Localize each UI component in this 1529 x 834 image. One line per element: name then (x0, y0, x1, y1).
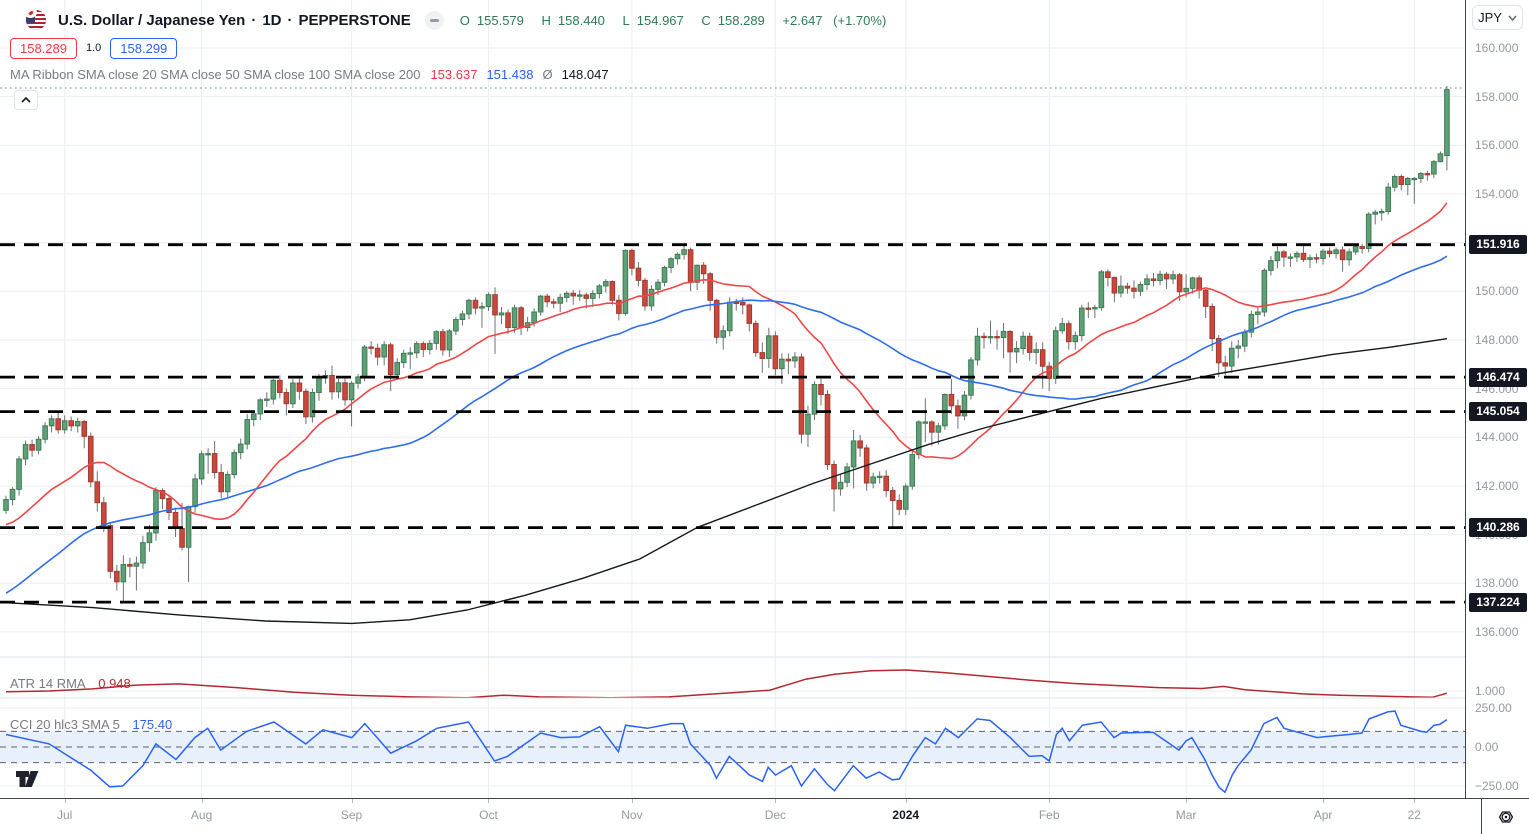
time-axis-label: Jul (57, 808, 73, 822)
price-axis-label: 158.000 (1475, 89, 1519, 104)
sma20-value: 153.637 (430, 66, 478, 82)
time-axis-tick (1323, 799, 1325, 803)
cci-axis-label: 0.00 (1475, 740, 1499, 754)
cci-axis-label: 250.00 (1475, 701, 1512, 715)
time-axis-tick (905, 799, 907, 803)
time-axis-tick (1186, 799, 1188, 803)
time-axis-label: Oct (479, 808, 498, 822)
time-axis-label: Nov (621, 808, 643, 822)
sma200-value: 148.047 (561, 66, 609, 82)
time-axis-label: Aug (190, 808, 213, 822)
chevron-up-icon (21, 97, 31, 103)
time-axis-label: 22 (1407, 808, 1421, 822)
time-axis-label: Apr (1313, 808, 1333, 822)
price-axis-label: 150.000 (1475, 284, 1519, 299)
chart-canvas[interactable] (0, 0, 1465, 798)
exchange-label[interactable]: PEPPERSTONE (298, 11, 411, 29)
change-percent: (+1.70%) (833, 12, 887, 28)
sma50-value: 151.438 (486, 66, 534, 82)
grid-layer (0, 0, 1465, 798)
time-axis-tick (631, 799, 633, 803)
currency-dropdown[interactable]: JPY (1472, 5, 1523, 30)
usdjpy-pair-flag-icon (26, 10, 46, 30)
price-level-badge: 151.916 (1469, 235, 1527, 255)
ohlc-readout: O 155.579 H 158.440 L 154.967 C 158.289 +2.6… (460, 13, 894, 28)
time-axis-tick (488, 799, 490, 803)
sma20-line (5, 202, 1448, 526)
atr-indicator-label[interactable]: ATR 14 RMA (10, 676, 86, 691)
title-separator: · (251, 11, 257, 29)
price-axis[interactable]: JPY 160.000 158.000 156.000 154.000 150.000 1… (1465, 0, 1529, 798)
price-axis-label: 154.000 (1475, 186, 1519, 201)
market-status-minus-icon[interactable] (424, 10, 444, 30)
price-axis-label: 142.000 (1475, 478, 1519, 493)
symbol-title[interactable]: U.S. Dollar / Japanese Yen (58, 11, 246, 29)
close-label-value: C 158.289 (701, 12, 765, 28)
sma50-line (5, 255, 1448, 594)
pane-collapse-button[interactable] (14, 90, 38, 110)
time-axis-tick (201, 799, 203, 803)
price-level-badge: 146.474 (1469, 367, 1527, 387)
low-label-value: L 154.967 (622, 12, 684, 28)
price-axis-label: 148.000 (1475, 332, 1519, 347)
price-axis-label: 160.000 (1475, 41, 1519, 55)
atr-value: 0.948 (98, 676, 131, 691)
title-separator: · (287, 11, 293, 29)
time-axis-tick (351, 799, 353, 803)
cci-line (5, 710, 1448, 794)
time-axis-tick (1049, 799, 1051, 803)
time-axis-label: Sep (340, 808, 363, 822)
atr-line (5, 669, 1448, 699)
atr-axis-label: 1.000 (1475, 684, 1506, 698)
change-value: +2.647 (782, 12, 823, 28)
time-axis-label: 2024 (892, 808, 920, 822)
high-label-value: H 158.440 (541, 12, 605, 28)
price-level-badge: 145.054 (1469, 402, 1527, 422)
interval-label[interactable]: 1D (262, 11, 282, 29)
time-axis-label: Mar (1175, 808, 1197, 822)
axis-corner-box (1481, 799, 1529, 834)
time-axis-label: Feb (1038, 808, 1060, 822)
price-level-badge: 140.286 (1469, 518, 1527, 538)
price-axis-label: 138.000 (1475, 576, 1519, 591)
cci-band (0, 730, 1465, 764)
tradingview-logo-icon (16, 771, 39, 787)
currency-dropdown-value: JPY (1478, 10, 1502, 25)
sma200-line (5, 338, 1448, 625)
time-axis-tick (64, 799, 66, 803)
spread-label: 1.0 (86, 42, 102, 54)
price-axis-label: 156.000 (1475, 138, 1519, 153)
cci-value: 175.40 (132, 717, 173, 732)
instrument-eye-icon[interactable] (1495, 806, 1517, 828)
sma100-empty-symbol: Ø (542, 66, 553, 82)
candlestick-series (3, 85, 1450, 602)
price-axis-label: 144.000 (1475, 430, 1519, 445)
tradingview-logo[interactable] (16, 771, 46, 793)
cci-axis-label: −250.00 (1475, 779, 1519, 793)
time-axis-label: Dec (764, 808, 787, 822)
bid-price-button[interactable]: 158.289 (10, 37, 77, 59)
ask-price-button[interactable]: 158.299 (110, 37, 178, 59)
open-label-value: O 155.579 (459, 12, 524, 28)
ma-ribbon-legend-label[interactable]: MA Ribbon SMA close 20 SMA close 50 SMA … (10, 66, 421, 82)
time-axis-tick (775, 799, 777, 803)
chevron-down-icon (1508, 15, 1517, 21)
time-axis-tick (1414, 799, 1416, 803)
price-axis-label: 136.000 (1475, 624, 1519, 639)
price-level-badge: 137.224 (1469, 592, 1527, 612)
time-axis[interactable]: Jul Aug Sep Oct Nov Dec 2024 Feb Mar Apr 22 (0, 798, 1529, 834)
cci-indicator-label[interactable]: CCI 20 hlc3 SMA 5 (10, 717, 120, 732)
